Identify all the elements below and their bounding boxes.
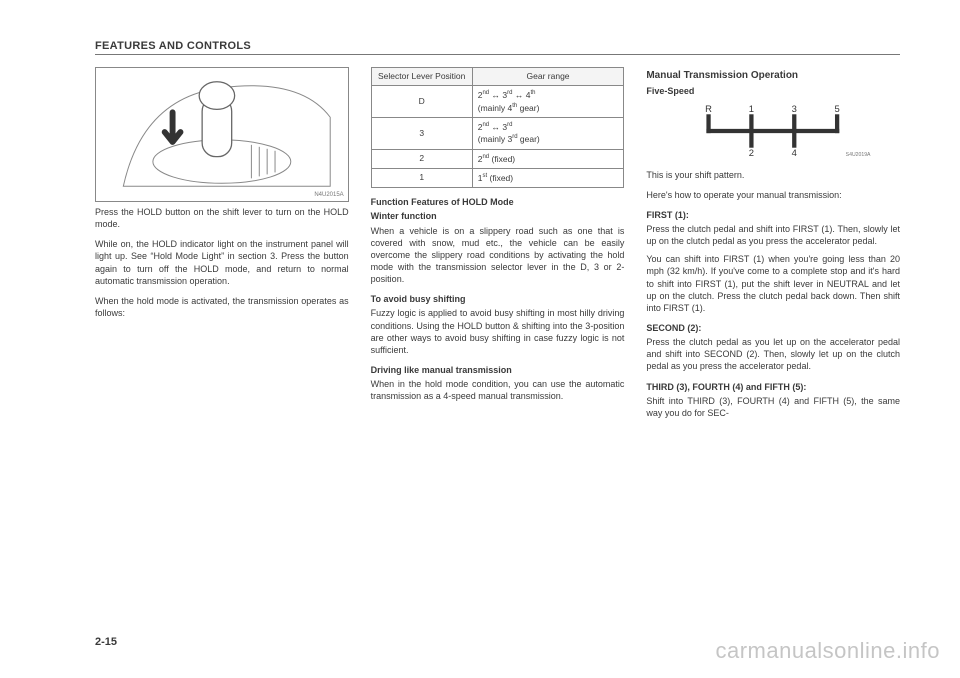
shifter-illustration — [96, 68, 348, 201]
para: When a vehicle is on a slippery road suc… — [371, 225, 625, 286]
subhead: SECOND (2): — [646, 322, 900, 334]
para: Shift into THIRD (3), FOURTH (4) and FIF… — [646, 395, 900, 419]
table-row: 1 1st (fixed) — [371, 168, 624, 187]
gear-table: Selector Lever Position Gear range D 2nd… — [371, 67, 625, 188]
column-2: Selector Lever Position Gear range D 2nd… — [371, 67, 625, 419]
para: Press the clutch pedal and shift into FI… — [646, 223, 900, 247]
table-cell: D — [371, 86, 472, 118]
para: Press the HOLD button on the shift lever… — [95, 206, 349, 230]
label-5: 5 — [835, 103, 840, 114]
figure-id: S4U2019A — [846, 151, 871, 157]
table-row: 2 2nd (fixed) — [371, 149, 624, 168]
subhead: Manual Transmission Operation — [646, 69, 900, 83]
table-cell: 1 — [371, 168, 472, 187]
table-cell: 2nd ↔ 3rd (mainly 3rd gear) — [472, 118, 624, 150]
subhead: FIRST (1): — [646, 209, 900, 221]
table-cell: 2nd ↔ 3rd ↔ 4th (mainly 4th gear) — [472, 86, 624, 118]
para: Fuzzy logic is applied to avoid busy shi… — [371, 307, 625, 356]
column-3: Manual Transmission Operation Five-Speed… — [646, 67, 900, 419]
label-1: 1 — [749, 103, 754, 114]
shift-pattern-illustration: R 1 3 5 2 4 S4U2019A — [646, 101, 900, 161]
subhead: Function Features of HOLD Mode — [371, 196, 625, 208]
label-R: R — [705, 103, 712, 114]
page-number: 2-15 — [95, 636, 117, 648]
para: You can shift into FIRST (1) when you're… — [646, 253, 900, 314]
subhead: Winter function — [371, 210, 625, 222]
label-3: 3 — [792, 103, 797, 114]
para: When in the hold mode condition, you can… — [371, 378, 625, 402]
watermark: carmanualsonline.info — [715, 638, 940, 664]
table-cell: 2 — [371, 149, 472, 168]
subhead: Five-Speed — [646, 85, 900, 97]
shift-pattern-figure: R 1 3 5 2 4 S4U2019A — [646, 101, 900, 161]
para: While on, the HOLD indicator light on th… — [95, 238, 349, 287]
table-row: Selector Lever Position Gear range — [371, 68, 624, 86]
shifter-figure: N4U2015A — [95, 67, 349, 202]
section-header: FEATURES AND CONTROLS — [95, 40, 900, 55]
table-header: Selector Lever Position — [371, 68, 472, 86]
table-header: Gear range — [472, 68, 624, 86]
subhead: Driving like manual transmission — [371, 364, 625, 376]
columns: N4U2015A Press the HOLD button on the sh… — [95, 67, 900, 419]
subhead: To avoid busy shifting — [371, 293, 625, 305]
table-row: D 2nd ↔ 3rd ↔ 4th (mainly 4th gear) — [371, 86, 624, 118]
column-1: N4U2015A Press the HOLD button on the sh… — [95, 67, 349, 419]
table-cell: 2nd (fixed) — [472, 149, 624, 168]
figure-id: N4U2015A — [314, 191, 343, 199]
label-4: 4 — [792, 146, 797, 157]
table-cell: 3 — [371, 118, 472, 150]
subhead: THIRD (3), FOURTH (4) and FIFTH (5): — [646, 381, 900, 393]
page: FEATURES AND CONTROLS — [0, 0, 960, 678]
table-row: 3 2nd ↔ 3rd (mainly 3rd gear) — [371, 118, 624, 150]
para: This is your shift pattern. — [646, 169, 900, 181]
para: When the hold mode is activated, the tra… — [95, 295, 349, 319]
para: Press the clutch pedal as you let up on … — [646, 336, 900, 372]
label-2: 2 — [749, 146, 754, 157]
para: Here's how to operate your manual transm… — [646, 189, 900, 201]
table-cell: 1st (fixed) — [472, 168, 624, 187]
